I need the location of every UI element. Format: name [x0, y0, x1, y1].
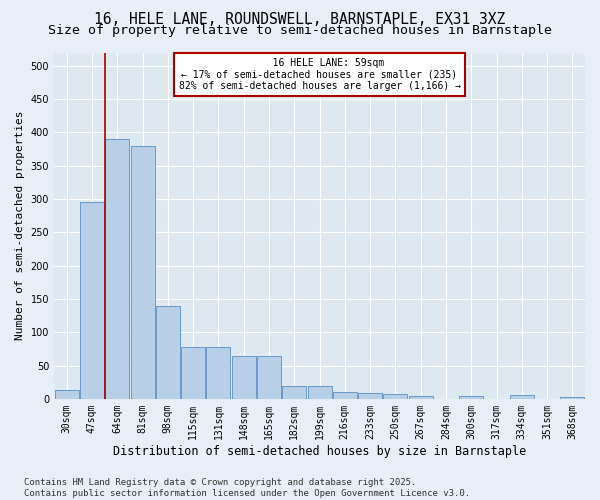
- Bar: [105, 139, 129, 399]
- Text: Size of property relative to semi-detached houses in Barnstaple: Size of property relative to semi-detach…: [48, 24, 552, 37]
- Text: 16 HELE LANE: 59sqm
← 17% of semi-detached houses are smaller (235)
82% of semi-: 16 HELE LANE: 59sqm ← 17% of semi-detach…: [179, 58, 461, 91]
- Bar: [206, 347, 230, 399]
- Bar: [232, 356, 256, 399]
- Text: Contains HM Land Registry data © Crown copyright and database right 2025.
Contai: Contains HM Land Registry data © Crown c…: [24, 478, 470, 498]
- Bar: [80, 202, 104, 399]
- Bar: [282, 386, 306, 399]
- Bar: [333, 392, 357, 399]
- Bar: [358, 393, 382, 399]
- Bar: [131, 146, 155, 399]
- Text: 16, HELE LANE, ROUNDSWELL, BARNSTAPLE, EX31 3XZ: 16, HELE LANE, ROUNDSWELL, BARNSTAPLE, E…: [94, 12, 506, 28]
- Bar: [560, 397, 584, 399]
- Bar: [383, 394, 407, 399]
- Bar: [308, 386, 332, 399]
- X-axis label: Distribution of semi-detached houses by size in Barnstaple: Distribution of semi-detached houses by …: [113, 444, 526, 458]
- Bar: [181, 347, 205, 399]
- Bar: [510, 395, 534, 399]
- Bar: [459, 396, 483, 399]
- Bar: [156, 306, 180, 399]
- Bar: [55, 390, 79, 399]
- Bar: [257, 356, 281, 399]
- Y-axis label: Number of semi-detached properties: Number of semi-detached properties: [15, 111, 25, 340]
- Bar: [409, 396, 433, 399]
